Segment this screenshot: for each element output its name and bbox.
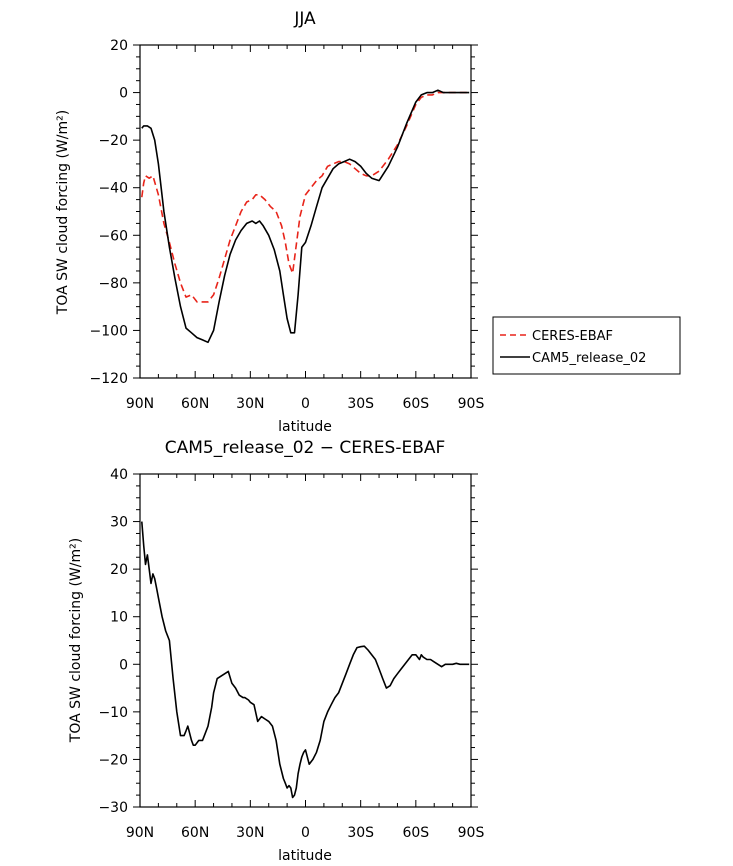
series-layer [141,521,470,799]
y-tick-label: −10 [98,705,128,721]
y-tick-label: 10 [110,610,128,626]
x-axis-label: latitude [278,848,332,864]
legend: CERES-EBAF CAM5_release_02 [492,316,681,375]
y-tick-label: 0 [119,657,128,673]
y-tick-label: −100 [90,323,128,339]
x-tick-label: 60N [181,396,209,412]
y-tick-label: −20 [98,133,128,149]
x-tick-label: 30N [236,825,264,841]
y-tick-label: −80 [98,276,128,292]
x-tick-labels: 90N 60N 30N 0 30S 60S 90S [126,825,485,841]
y-tick-label: 0 [119,86,128,102]
y-tick-label: −30 [98,800,128,816]
ticks-layer [133,473,478,808]
x-axis-label: latitude [278,419,332,435]
chart-title: CAM5_release_02 − CERES-EBAF [165,438,446,458]
legend-label-ceres: CERES-EBAF [532,329,613,344]
legend-label-cam5: CAM5_release_02 [532,351,646,366]
x-tick-label: 30S [347,825,374,841]
x-tick-label: 0 [301,396,310,412]
x-tick-label: 90N [126,396,154,412]
y-tick-labels: 20 0 −20 −40 −60 −80 −100 −120 [90,38,128,387]
legend-box [492,316,681,375]
y-axis-label: TOA SW cloud forcing (W/m²) [68,538,84,743]
x-tick-labels: 90N 60N 30N 0 30S 60S 90S [126,396,485,412]
series-line-ceres-ebaf [141,91,470,303]
series-line-cam5-release-02 [141,89,470,344]
series-line-difference [141,521,470,799]
x-tick-label: 60S [402,825,429,841]
y-tick-label: 30 [110,515,128,531]
ticks-layer [133,44,478,379]
y-tick-label: −20 [98,752,128,768]
chart-title: JJA [293,9,316,29]
x-tick-label: 90N [126,825,154,841]
y-tick-label: −60 [98,228,128,244]
y-tick-label: 40 [110,467,128,483]
x-tick-label: 60S [402,396,429,412]
series-layer [141,89,470,344]
y-tick-labels: 40 30 20 10 0 −10 −20 −30 [98,467,128,816]
y-tick-label: 20 [110,562,128,578]
y-tick-label: 20 [110,38,128,54]
x-tick-label: 0 [301,825,310,841]
x-tick-label: 90S [458,396,485,412]
plot-frame [139,473,472,808]
x-tick-label: 90S [458,825,485,841]
panel-top: JJA 90N 60N 30N 0 30S 60S 90S 20 0 −20 −40 −60 −80 −… [55,9,484,435]
x-tick-label: 30S [347,396,374,412]
x-tick-label: 30N [236,396,264,412]
y-axis-label: TOA SW cloud forcing (W/m²) [55,110,71,315]
panel-bottom: CAM5_release_02 − CERES-EBAF 90N 60N 30N 0 3… [68,438,484,864]
y-tick-label: −40 [98,181,128,197]
y-tick-label: −120 [90,371,128,387]
x-tick-label: 60N [181,825,209,841]
